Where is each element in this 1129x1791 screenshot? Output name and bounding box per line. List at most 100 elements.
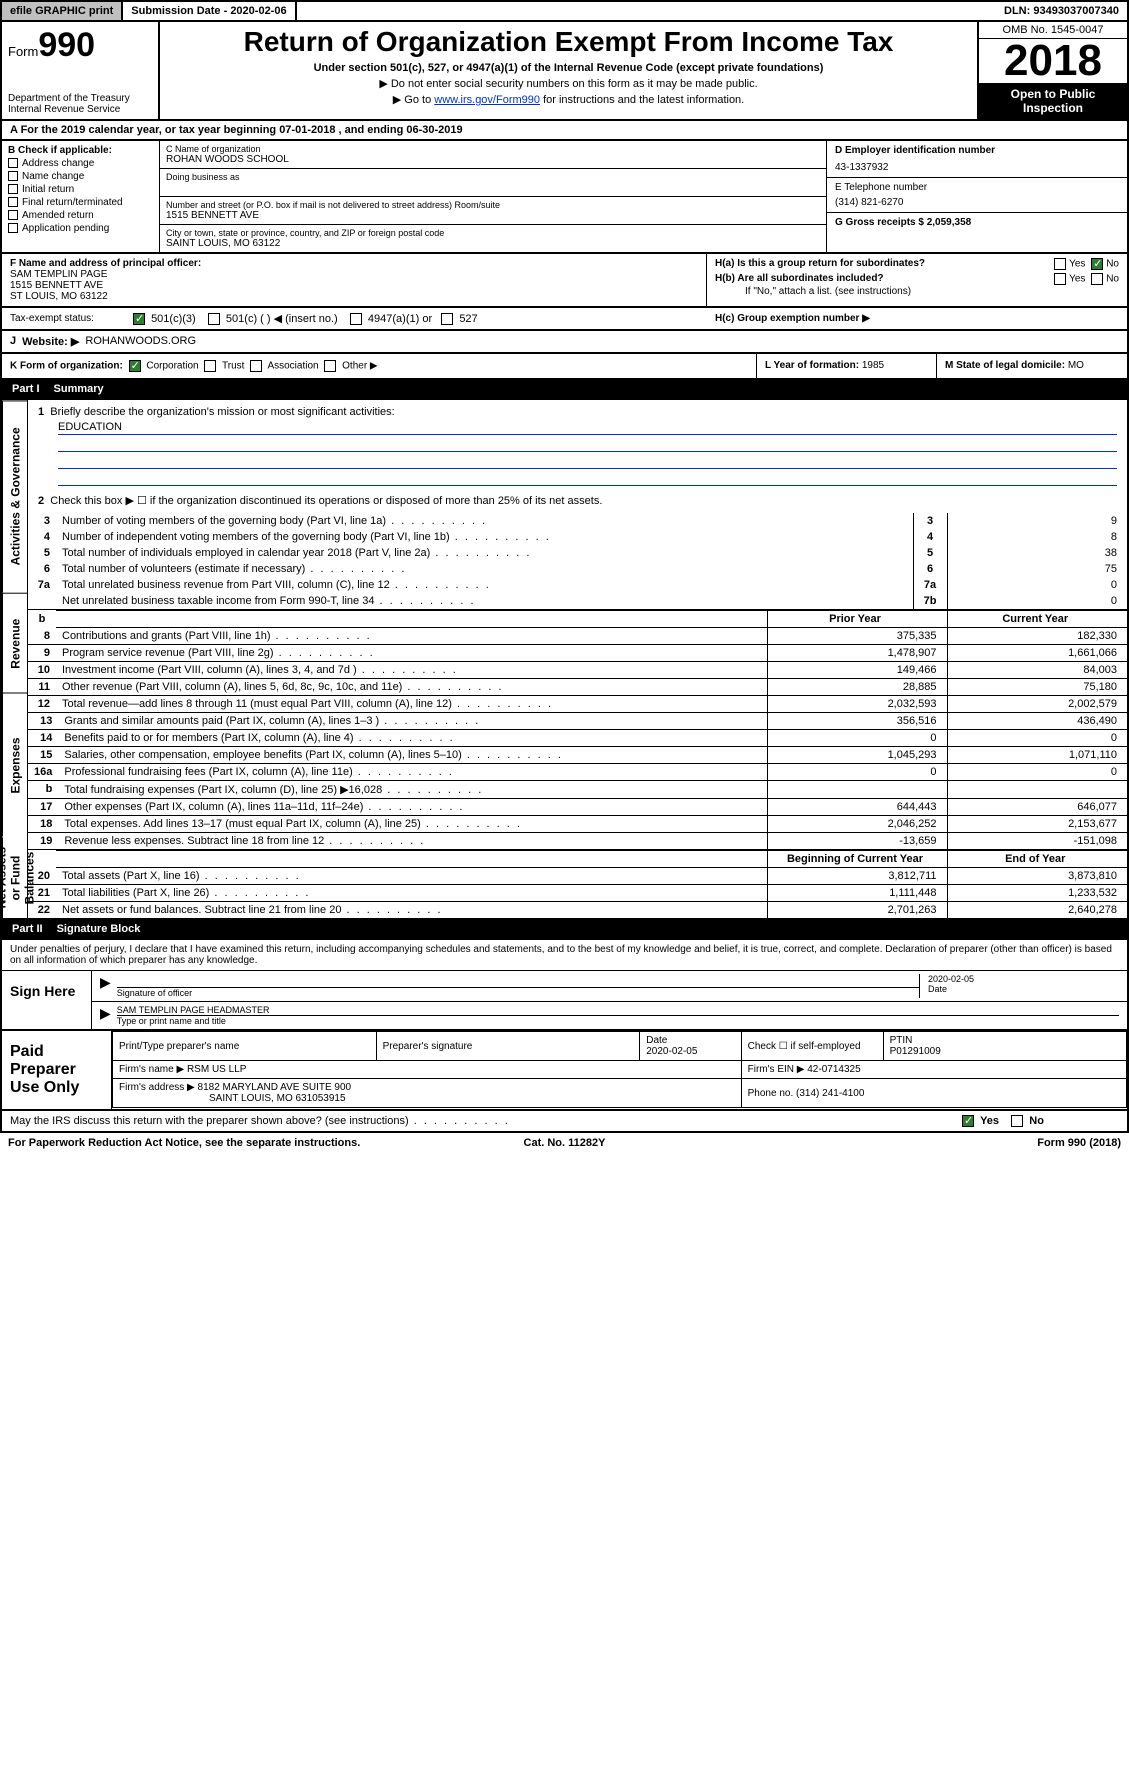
table-row: Net unrelated business taxable income fr… bbox=[28, 593, 1127, 609]
j-label: J bbox=[10, 335, 16, 348]
table-row: 4Number of independent voting members of… bbox=[28, 529, 1127, 545]
summary-section: Activities & Governance Revenue Expenses… bbox=[0, 400, 1129, 920]
checkbox-app-pending[interactable] bbox=[8, 223, 18, 233]
officer-addr2: ST LOUIS, MO 63122 bbox=[10, 291, 698, 302]
part1-header: Part I Summary bbox=[0, 380, 1129, 400]
hb-no-checkbox[interactable] bbox=[1091, 273, 1103, 285]
ha-yes-checkbox[interactable] bbox=[1054, 258, 1066, 270]
l-label: L Year of formation: bbox=[765, 360, 862, 371]
revenue-table: bPrior YearCurrent Year 8Contributions a… bbox=[28, 610, 1127, 712]
table-row: 6Total number of volunteers (estimate if… bbox=[28, 561, 1127, 577]
phone-label: E Telephone number bbox=[835, 182, 1119, 193]
calendar-year-row: A For the 2019 calendar year, or tax yea… bbox=[0, 121, 1129, 141]
status-527-checkbox[interactable] bbox=[441, 313, 453, 325]
form-subtitle: Under section 501(c), 527, or 4947(a)(1)… bbox=[166, 62, 971, 74]
dba-label: Doing business as bbox=[166, 172, 820, 182]
hc-label: H(c) Group exemption number ▶ bbox=[707, 309, 1127, 328]
arrow-icon: ▶ bbox=[100, 1005, 111, 1026]
website-row: J Website: ▶ ROHANWOODS.ORG bbox=[0, 331, 1129, 354]
preparer-date-label: Date bbox=[646, 1035, 667, 1046]
table-row: bTotal fundraising expenses (Part IX, co… bbox=[28, 781, 1127, 799]
table-row: 14Benefits paid to or for members (Part … bbox=[28, 730, 1127, 747]
checkbox-final-return[interactable] bbox=[8, 197, 18, 207]
website-label: Website: ▶ bbox=[22, 335, 79, 348]
current-year-header: Current Year bbox=[947, 611, 1127, 628]
end-year-header: End of Year bbox=[947, 851, 1127, 868]
officer-addr1: 1515 BENNETT AVE bbox=[10, 280, 698, 291]
open-public-badge: Open to Public Inspection bbox=[979, 83, 1127, 119]
checkbox-name-change[interactable] bbox=[8, 171, 18, 181]
tax-status-row: Tax-exempt status: 501(c)(3) 501(c) ( ) … bbox=[0, 308, 1129, 331]
k-corp-checkbox[interactable] bbox=[129, 360, 141, 372]
table-row: 22Net assets or fund balances. Subtract … bbox=[28, 902, 1127, 919]
discuss-no-checkbox[interactable] bbox=[1011, 1115, 1023, 1127]
submission-date: Submission Date - 2020-02-06 bbox=[123, 2, 296, 20]
ptin-value: P01291009 bbox=[890, 1046, 941, 1057]
table-row: 20Total assets (Part X, line 16)3,812,71… bbox=[28, 868, 1127, 885]
instructions-link[interactable]: www.irs.gov/Form990 bbox=[434, 94, 540, 106]
k-trust-checkbox[interactable] bbox=[204, 360, 216, 372]
sign-here-label: Sign Here bbox=[2, 971, 92, 1029]
form-footer: Form 990 (2018) bbox=[750, 1137, 1121, 1149]
dln-label: DLN: 93493037007340 bbox=[996, 2, 1127, 20]
discuss-yes-checkbox[interactable] bbox=[962, 1115, 974, 1127]
checkbox-address-change[interactable] bbox=[8, 158, 18, 168]
city-label: City or town, state or province, country… bbox=[166, 228, 820, 238]
gross-receipts: G Gross receipts $ 2,059,358 bbox=[835, 217, 1119, 228]
table-row: 21Total liabilities (Part X, line 26)1,1… bbox=[28, 885, 1127, 902]
footer: For Paperwork Reduction Act Notice, see … bbox=[0, 1133, 1129, 1153]
netassets-table: Beginning of Current YearEnd of Year 20T… bbox=[28, 850, 1127, 918]
org-name: ROHAN WOODS SCHOOL bbox=[166, 154, 820, 165]
beg-year-header: Beginning of Current Year bbox=[767, 851, 947, 868]
table-row: 17Other expenses (Part IX, column (A), l… bbox=[28, 799, 1127, 816]
table-row: 11Other revenue (Part VIII, column (A), … bbox=[28, 679, 1127, 696]
form-number: 990 bbox=[38, 26, 95, 64]
ssn-warning: ▶ Do not enter social security numbers o… bbox=[166, 77, 971, 90]
self-employed-check: Check ☐ if self-employed bbox=[741, 1032, 883, 1061]
dept-label: Department of the Treasury Internal Reve… bbox=[8, 93, 152, 115]
sig-date-value: 2020-02-05 bbox=[928, 974, 1119, 984]
table-row: 16aProfessional fundraising fees (Part I… bbox=[28, 764, 1127, 781]
org-city: SAINT LOUIS, MO 63122 bbox=[166, 238, 820, 249]
checkbox-column: B Check if applicable: Address change Na… bbox=[2, 141, 160, 252]
sig-officer-label: Signature of officer bbox=[117, 988, 192, 998]
firm-ein: 42-0714325 bbox=[807, 1064, 860, 1075]
firm-phone: (314) 241-4100 bbox=[796, 1088, 864, 1099]
hb-yes-checkbox[interactable] bbox=[1054, 273, 1066, 285]
netassets-tab: Net Assets or Fund Balances bbox=[2, 837, 28, 918]
officer-label: F Name and address of principal officer: bbox=[10, 258, 698, 269]
ein-label: D Employer identification number bbox=[835, 145, 1119, 156]
form-title: Return of Organization Exempt From Incom… bbox=[166, 26, 971, 58]
form-header: Form990 Department of the Treasury Inter… bbox=[0, 22, 1129, 121]
k-other-checkbox[interactable] bbox=[324, 360, 336, 372]
preparer-name-header: Print/Type preparer's name bbox=[113, 1032, 377, 1061]
officer-group-row: F Name and address of principal officer:… bbox=[0, 254, 1129, 308]
expenses-tab: Expenses bbox=[2, 693, 28, 837]
ein-value: 43-1337932 bbox=[835, 162, 1119, 173]
prior-year-header: Prior Year bbox=[767, 611, 947, 628]
line1-desc: Briefly describe the organization's miss… bbox=[50, 406, 394, 418]
part2-label: Part II bbox=[12, 923, 43, 935]
addr-label: Number and street (or P.O. box if mail i… bbox=[166, 200, 820, 210]
k-assoc-checkbox[interactable] bbox=[250, 360, 262, 372]
table-row: 7aTotal unrelated business revenue from … bbox=[28, 577, 1127, 593]
activities-table: 3Number of voting members of the governi… bbox=[28, 513, 1127, 609]
status-4947-checkbox[interactable] bbox=[350, 313, 362, 325]
paperwork-notice: For Paperwork Reduction Act Notice, see … bbox=[8, 1137, 379, 1149]
signature-block: Under penalties of perjury, I declare th… bbox=[0, 940, 1129, 1031]
part2-title: Signature Block bbox=[57, 923, 141, 935]
ha-no-checkbox[interactable] bbox=[1091, 258, 1103, 270]
table-row: 8Contributions and grants (Part VIII, li… bbox=[28, 628, 1127, 645]
table-row: 19Revenue less expenses. Subtract line 1… bbox=[28, 833, 1127, 850]
cat-number: Cat. No. 11282Y bbox=[379, 1137, 750, 1149]
status-501c-checkbox[interactable] bbox=[208, 313, 220, 325]
table-row: 5Total number of individuals employed in… bbox=[28, 545, 1127, 561]
checkbox-amended[interactable] bbox=[8, 210, 18, 220]
efile-print-button[interactable]: efile GRAPHIC print bbox=[2, 2, 123, 20]
klm-row: K Form of organization: Corporation Trus… bbox=[0, 354, 1129, 380]
part2-header: Part II Signature Block bbox=[0, 920, 1129, 940]
checkbox-initial-return[interactable] bbox=[8, 184, 18, 194]
table-row: 10Investment income (Part VIII, column (… bbox=[28, 662, 1127, 679]
status-501c3-checkbox[interactable] bbox=[133, 313, 145, 325]
hb-label: H(b) Are all subordinates included? bbox=[715, 273, 884, 284]
